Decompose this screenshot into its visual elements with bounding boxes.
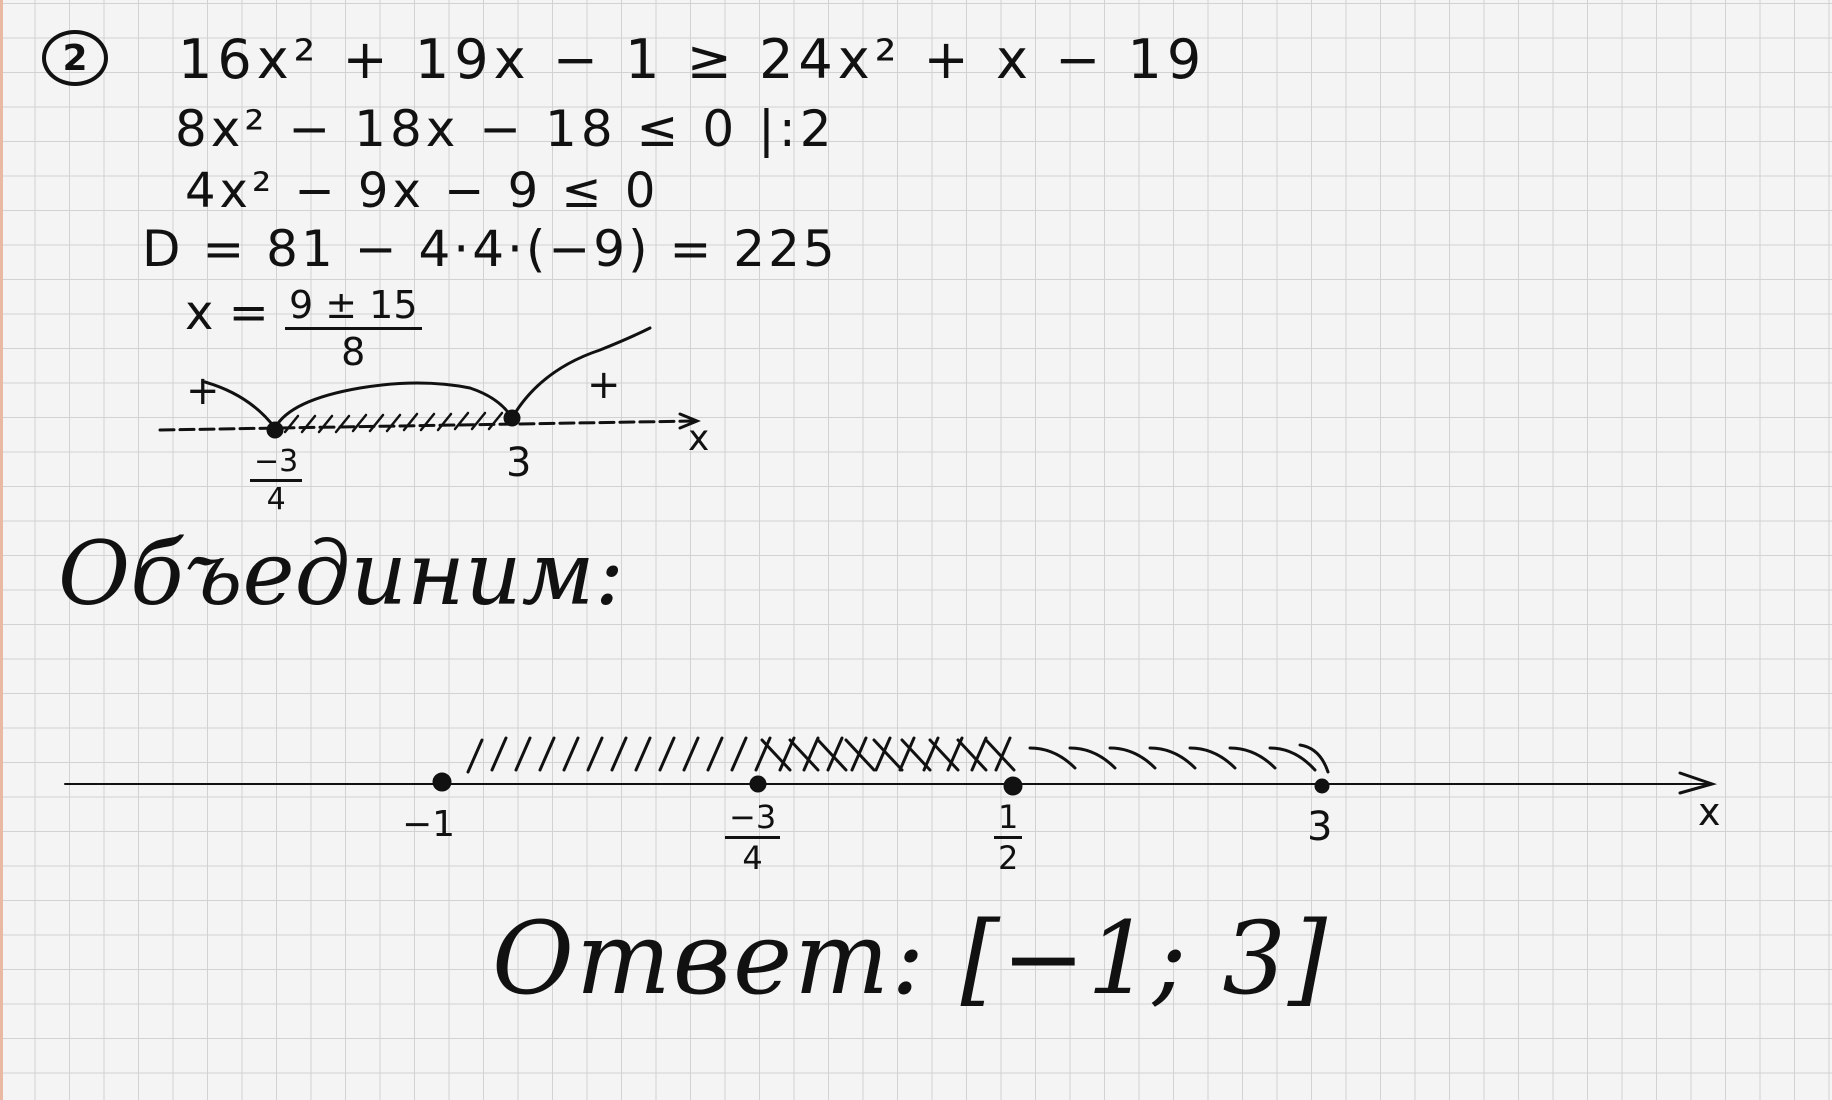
roots-prefix: x =: [185, 285, 269, 341]
sketch-root-right-label: 3: [506, 440, 532, 486]
sketch-parabola-left: [203, 380, 277, 430]
point-1-2: [1003, 776, 1023, 796]
sketch-root-left-den: 4: [266, 482, 286, 517]
sketch-plus-left: +: [186, 368, 220, 414]
roots-fraction: 9 ± 15 8: [285, 283, 422, 374]
inequality-line-3: 4x² − 9x − 9 ≤ 0: [185, 163, 660, 219]
window-left-edge: [0, 0, 3, 1100]
roots-denominator: 8: [341, 330, 366, 374]
point-label-3: 3: [1307, 804, 1333, 850]
point-label-minus-3-4: −3 4: [725, 798, 781, 877]
point-label-1-2-num: 1: [994, 798, 1023, 839]
point-3: [1314, 778, 1330, 794]
sketch-axis: [158, 419, 697, 432]
sketch-root-left-num: −3: [250, 444, 303, 482]
point-minus-1: [432, 772, 452, 792]
problem-number-circle: 2: [42, 30, 108, 86]
sketch-axis-arrow: [678, 412, 701, 430]
point-label-1-2: 1 2: [994, 798, 1023, 877]
sketch-plus-right: +: [587, 362, 621, 408]
number-line: [64, 736, 1718, 796]
number-line-arrow: [1678, 771, 1718, 795]
combine-heading: Объединим:: [58, 522, 625, 625]
sketch-parabola-right: [510, 326, 652, 420]
point-label-minus-1: −1: [402, 804, 456, 845]
sign-chart-sketch: [158, 326, 701, 439]
roots-numerator: 9 ± 15: [285, 283, 422, 330]
sketch-axis-label: x: [688, 418, 710, 459]
point-minus-3-4: [749, 775, 767, 793]
sketch-root-left-label: −3 4: [250, 444, 303, 517]
discriminant-line: D = 81 − 4·4·(−9) = 225: [142, 220, 838, 278]
point-label-minus-3-4-num: −3: [725, 798, 781, 839]
answer: Ответ: [−1; 3]: [492, 900, 1330, 1017]
sketch-parabola-middle: [273, 381, 514, 430]
inequality-line-1: 16x² + 19x − 1 ≥ 24x² + x − 19: [178, 28, 1207, 91]
hatching-set-2: [760, 738, 1330, 774]
number-line-axis-label: x: [1698, 790, 1721, 834]
point-label-1-2-den: 2: [998, 839, 1019, 877]
point-label-minus-3-4-den: 4: [742, 839, 763, 877]
sketch-root-right-dot: [503, 409, 521, 427]
sketch-root-left-dot: [266, 421, 284, 439]
problem-number: 2: [62, 37, 88, 79]
inequality-line-2: 8x² − 18x − 18 ≤ 0 |:2: [175, 100, 836, 158]
sketch-hatching: [283, 411, 504, 434]
hatching-set-1: [466, 736, 1012, 774]
